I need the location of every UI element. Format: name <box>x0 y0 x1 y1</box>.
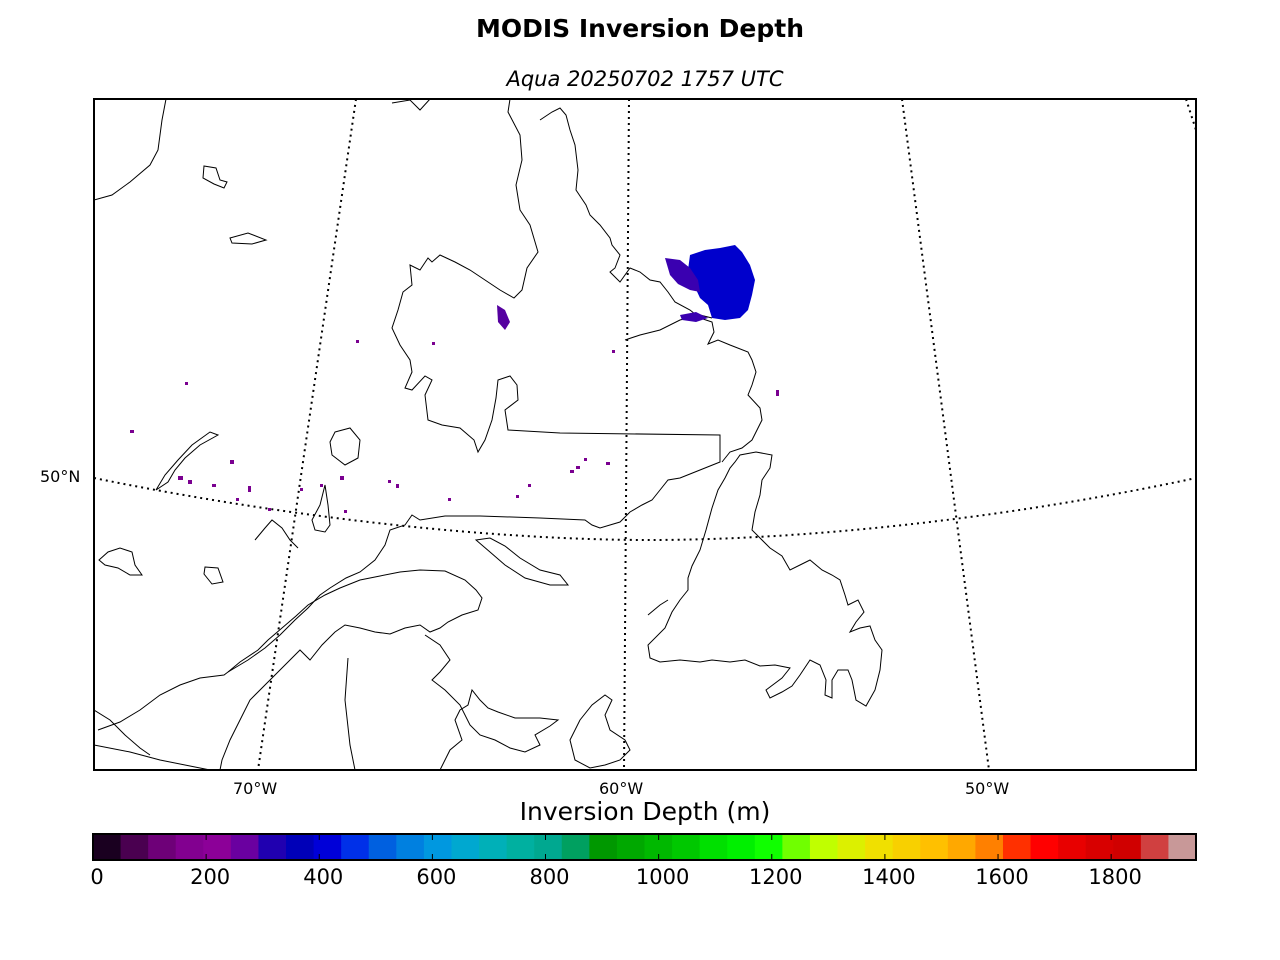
colorbar-tick-label: 1600 <box>975 865 1029 889</box>
inversion-depth-pixels <box>130 245 779 513</box>
gulf-south-shore <box>219 569 483 770</box>
coast-fragment <box>254 519 299 549</box>
meridian-50w <box>901 99 990 770</box>
colorbar-tick-label: 1400 <box>862 865 916 889</box>
coast-fragment <box>647 599 669 616</box>
map-frame <box>93 98 1197 771</box>
colorbar-tick-label: 1200 <box>749 865 803 889</box>
inversion-cluster-small <box>680 312 708 322</box>
lat-label-50n: 50°N <box>40 467 81 486</box>
coastline-labrador <box>97 99 721 731</box>
colorbar-tick-label: 400 <box>303 865 344 889</box>
meridian-70w <box>257 99 357 770</box>
lon-label-50w: 50°W <box>965 779 1010 798</box>
colorbar-tick-label: 0 <box>90 865 104 889</box>
border-line <box>94 744 211 770</box>
meridian-40w <box>1185 99 1196 131</box>
island <box>203 566 224 585</box>
colorbar-tick-label: 1000 <box>635 865 690 889</box>
colorbar-tick-label: 200 <box>190 865 231 889</box>
meridian-60w <box>623 99 630 770</box>
colorbar-tick-label: 600 <box>416 865 457 889</box>
lake <box>329 427 361 466</box>
lon-label-60w: 60°W <box>599 779 644 798</box>
chart-subtitle: Aqua 20250702 1757 UTC <box>506 67 784 91</box>
coast-fragment <box>98 547 143 576</box>
lon-label-70w: 70°W <box>233 779 278 798</box>
cape-breton <box>569 694 631 769</box>
newfoundland <box>647 451 883 707</box>
coast-fragment <box>311 484 331 533</box>
chart-title: MODIS Inversion Depth <box>475 14 805 43</box>
parallel-50n <box>94 477 1196 542</box>
colorbar-tick-label: 1800 <box>1088 865 1142 889</box>
island <box>229 232 268 245</box>
coastline-west <box>94 99 167 201</box>
colorbar-title: Inversion Depth (m) <box>519 797 771 826</box>
scattered-retrievals <box>130 340 779 513</box>
inversion-cluster-main <box>688 245 755 320</box>
border-line <box>94 709 151 756</box>
maritimes <box>344 634 560 770</box>
colorbar-tick-label: 800 <box>529 865 570 889</box>
island <box>202 165 228 189</box>
inversion-cluster-edge <box>665 258 700 292</box>
coast-fragment <box>155 431 220 491</box>
inversion-cluster-lake <box>497 305 510 330</box>
coastline-labrador-east <box>539 107 763 463</box>
anticosti <box>474 537 570 586</box>
